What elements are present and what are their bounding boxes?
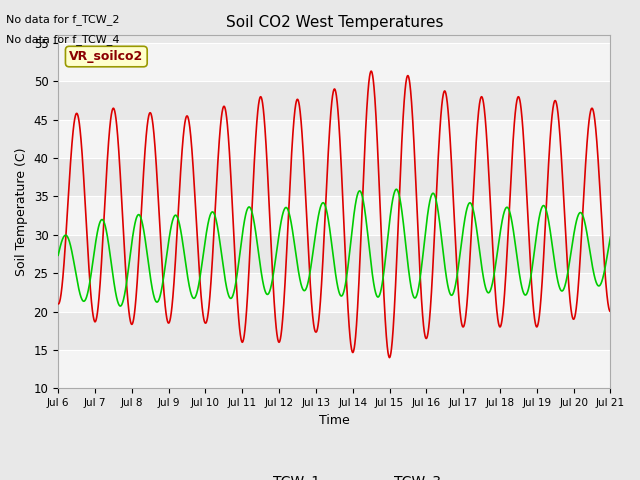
Text: No data for f_TCW_4: No data for f_TCW_4 (6, 34, 120, 45)
Title: Soil CO2 West Temperatures: Soil CO2 West Temperatures (225, 15, 443, 30)
Bar (58, 350, 611, 388)
X-axis label: Time: Time (319, 414, 349, 427)
Text: No data for f_TCW_2: No data for f_TCW_2 (6, 14, 120, 25)
Legend: TCW_1, TCW_3: TCW_1, TCW_3 (222, 469, 447, 480)
Bar (58, 273, 611, 312)
Bar (58, 120, 611, 158)
Bar (58, 196, 611, 235)
Text: VR_soilco2: VR_soilco2 (69, 50, 143, 63)
Y-axis label: Soil Temperature (C): Soil Temperature (C) (15, 147, 28, 276)
Bar (58, 43, 611, 82)
